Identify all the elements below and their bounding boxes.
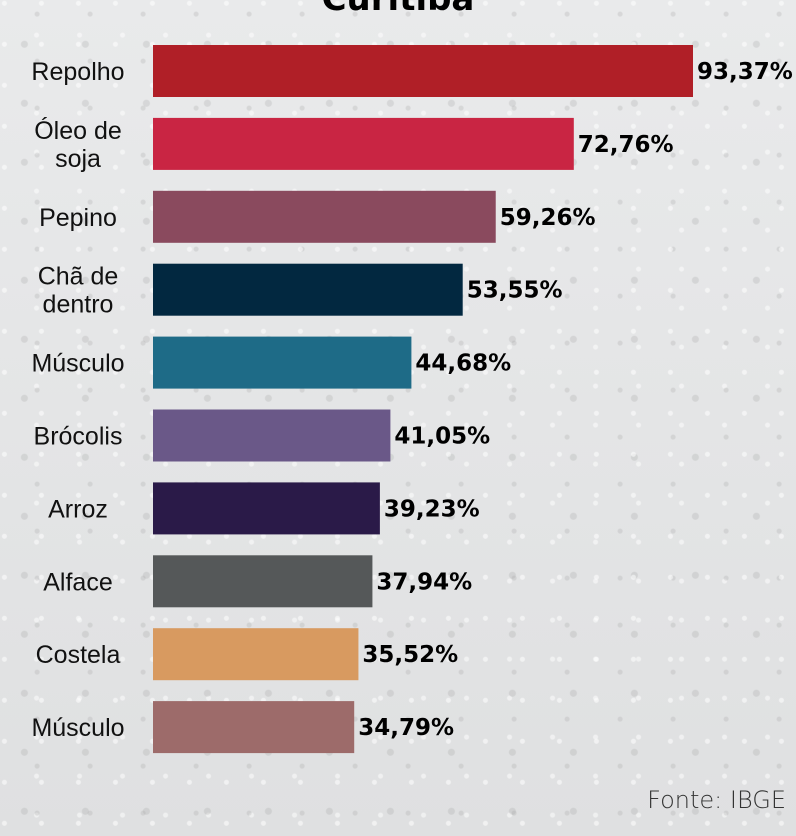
- bar: [153, 336, 412, 389]
- value-label: 34,79%: [358, 715, 454, 741]
- value-label: 59,26%: [500, 205, 596, 231]
- bar: [153, 701, 355, 754]
- source-note: Fonte: IBGE: [647, 786, 786, 814]
- bar: [153, 117, 574, 170]
- category-label: Alface: [43, 568, 112, 596]
- bars-group: 93,37% Repolho 72,76% Óleo de soja 59,26% Pepi…: [31, 45, 793, 754]
- value-label: 44,68%: [415, 351, 511, 377]
- value-label: 93,37%: [697, 59, 793, 85]
- bar: [153, 263, 463, 316]
- category-label: Arroz: [48, 495, 108, 523]
- value-label: 37,94%: [376, 569, 472, 595]
- category-label: Músculo: [31, 350, 124, 378]
- category-label: Costela: [36, 641, 121, 669]
- value-label: 53,55%: [467, 278, 563, 304]
- bar: [153, 482, 380, 535]
- value-label: 72,76%: [578, 132, 674, 158]
- chart-title: Curitiba: [322, 0, 475, 19]
- value-label: 39,23%: [384, 496, 480, 522]
- bar: [153, 628, 359, 681]
- category-label: Chã de dentro: [38, 263, 119, 319]
- category-label: Óleo de soja: [34, 116, 122, 173]
- bar: [153, 409, 391, 462]
- category-label: Repolho: [31, 58, 124, 86]
- category-label: Músculo: [31, 714, 124, 742]
- value-label: 41,05%: [394, 424, 490, 450]
- category-label: Brócolis: [34, 423, 123, 451]
- bar: [153, 555, 373, 608]
- bar: [153, 45, 693, 97]
- value-label: 35,52%: [362, 642, 458, 668]
- category-label: Pepino: [39, 204, 117, 232]
- bar: [153, 190, 496, 243]
